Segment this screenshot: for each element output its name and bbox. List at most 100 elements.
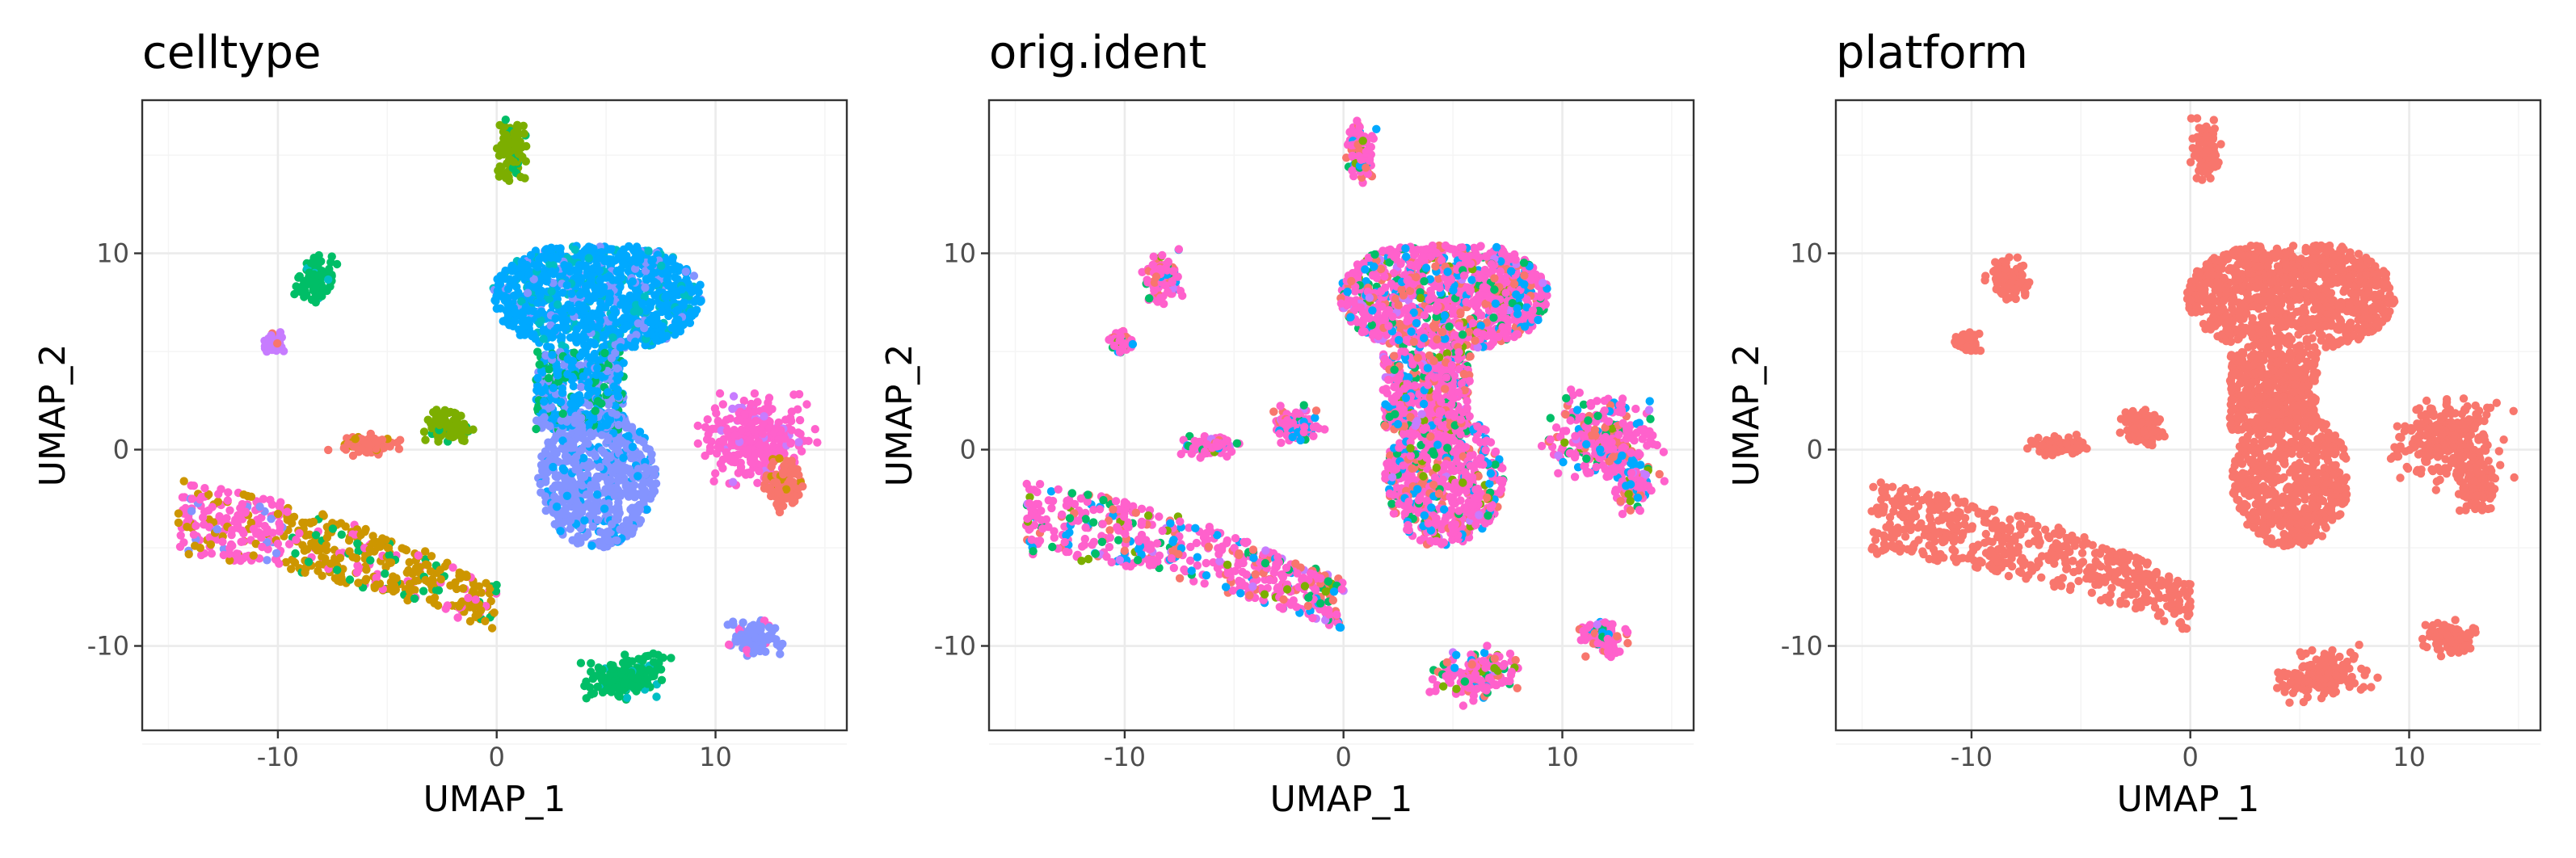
- point: [600, 504, 609, 513]
- point: [325, 264, 334, 274]
- point: [183, 523, 192, 532]
- point: [771, 425, 781, 434]
- point: [446, 581, 455, 590]
- point: [1081, 515, 1090, 524]
- point: [396, 435, 405, 444]
- point: [676, 326, 685, 336]
- point: [718, 400, 727, 409]
- point: [609, 382, 619, 391]
- point: [622, 693, 632, 702]
- x-axis-title: UMAP_1: [423, 779, 566, 820]
- point: [607, 245, 616, 254]
- point: [179, 477, 188, 486]
- point: [608, 408, 617, 417]
- point: [619, 299, 628, 309]
- point: [639, 496, 649, 505]
- point: [385, 442, 394, 451]
- point: [548, 267, 557, 276]
- point: [524, 269, 533, 278]
- point: [490, 608, 499, 617]
- point: [532, 424, 541, 434]
- point: [576, 658, 586, 667]
- point: [615, 476, 624, 485]
- point: [620, 679, 629, 688]
- x-tick-label: 0: [489, 742, 505, 772]
- point: [612, 275, 621, 284]
- point: [724, 640, 734, 650]
- point: [335, 575, 344, 585]
- point: [318, 510, 327, 519]
- point: [615, 461, 625, 470]
- point: [635, 255, 645, 265]
- point: [667, 654, 676, 662]
- point: [410, 594, 419, 604]
- point: [576, 397, 585, 406]
- point: [218, 537, 227, 546]
- point: [608, 313, 617, 322]
- point: [301, 568, 309, 577]
- point: [600, 488, 609, 497]
- point: [768, 634, 778, 643]
- point: [554, 371, 562, 380]
- point: [619, 359, 628, 368]
- point: [273, 339, 282, 348]
- point: [421, 435, 430, 444]
- point: [787, 426, 796, 435]
- point: [558, 389, 567, 397]
- point: [541, 492, 549, 501]
- point: [236, 503, 245, 513]
- point: [263, 556, 271, 565]
- point: [693, 439, 702, 448]
- point: [328, 524, 338, 533]
- point: [295, 528, 304, 538]
- point: [627, 453, 636, 463]
- point: [575, 260, 584, 270]
- point: [233, 516, 242, 525]
- point: [570, 245, 579, 254]
- point: [471, 612, 480, 620]
- point: [511, 308, 520, 317]
- point: [264, 343, 273, 352]
- point: [600, 256, 609, 266]
- point: [410, 576, 420, 586]
- point: [795, 415, 805, 425]
- point: [558, 288, 567, 297]
- point: [440, 418, 448, 427]
- point: [587, 322, 597, 331]
- point: [321, 554, 330, 563]
- point: [548, 351, 557, 360]
- point: [501, 116, 510, 124]
- point: [591, 671, 600, 680]
- point: [689, 271, 699, 280]
- point: [583, 343, 592, 351]
- x-tick-label: -10: [257, 742, 299, 772]
- point: [758, 430, 768, 439]
- point: [625, 465, 633, 473]
- y-axis-title: UMAP_2: [32, 344, 74, 487]
- point: [613, 446, 622, 455]
- point: [453, 613, 462, 622]
- point: [595, 664, 604, 673]
- point: [225, 544, 234, 553]
- point: [686, 312, 695, 321]
- point: [372, 580, 381, 589]
- point: [572, 338, 581, 347]
- point: [1044, 496, 1054, 505]
- point: [590, 480, 600, 489]
- point: [423, 415, 432, 424]
- point: [570, 418, 579, 427]
- point: [567, 307, 576, 316]
- point: [753, 478, 762, 487]
- point: [213, 524, 221, 534]
- point: [588, 522, 597, 531]
- point: [554, 495, 563, 504]
- point: [776, 650, 785, 658]
- point: [596, 463, 604, 472]
- point: [641, 283, 650, 292]
- point: [1048, 542, 1057, 552]
- point: [593, 387, 602, 396]
- point: [496, 304, 505, 313]
- point: [288, 519, 297, 528]
- point: [381, 569, 389, 578]
- point: [722, 427, 732, 435]
